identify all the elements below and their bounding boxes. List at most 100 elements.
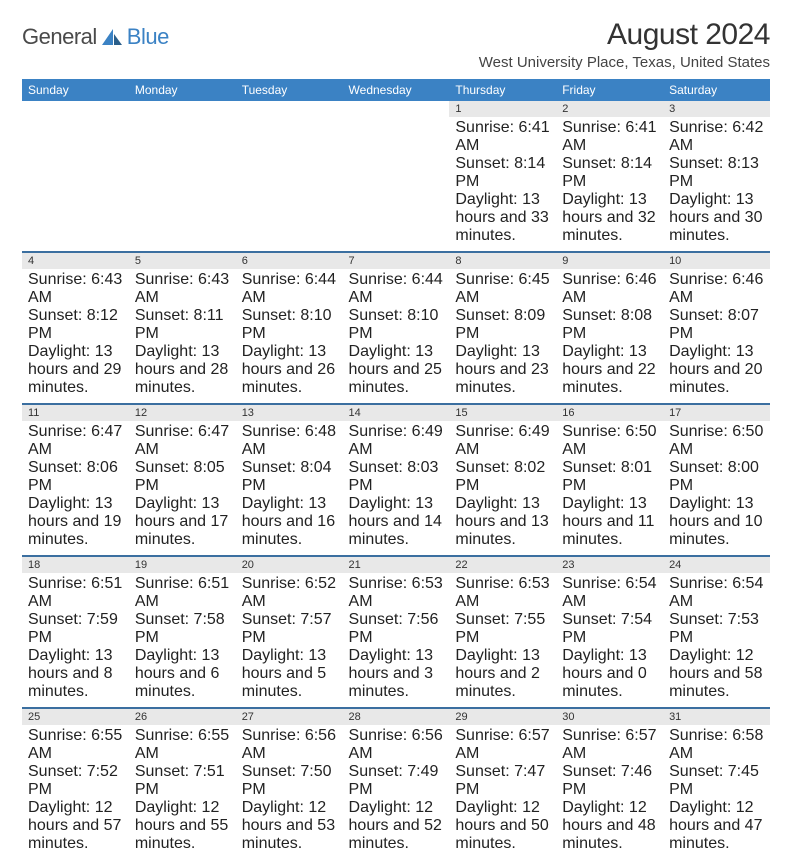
day-number: 30	[556, 708, 663, 725]
day-number: 28	[343, 708, 450, 725]
daylight-text: Daylight: 13 hours and 6 minutes.	[135, 647, 230, 701]
sunset-text: Sunset: 7:47 PM	[455, 763, 550, 799]
day-number: 2	[556, 101, 663, 117]
day-number: 23	[556, 556, 663, 573]
day-cell	[129, 117, 236, 252]
sunset-text: Sunset: 8:10 PM	[242, 307, 337, 343]
day-cell: Sunrise: 6:51 AMSunset: 7:58 PMDaylight:…	[129, 573, 236, 708]
day-number: 15	[449, 404, 556, 421]
day-number-row: 11121314151617	[22, 404, 770, 421]
sunrise-text: Sunrise: 6:54 AM	[562, 575, 657, 611]
day-number: 18	[22, 556, 129, 573]
daylight-text: Daylight: 13 hours and 16 minutes.	[242, 495, 337, 549]
header: General Blue August 2024 West University…	[22, 18, 770, 71]
logo: General Blue	[22, 18, 169, 50]
day-header-row: Sunday Monday Tuesday Wednesday Thursday…	[22, 79, 770, 101]
daylight-text: Daylight: 13 hours and 23 minutes.	[455, 343, 550, 397]
location: West University Place, Texas, United Sta…	[479, 54, 770, 71]
title-block: August 2024 West University Place, Texas…	[479, 18, 770, 71]
sunrise-text: Sunrise: 6:46 AM	[669, 271, 764, 307]
sunset-text: Sunset: 7:56 PM	[349, 611, 444, 647]
daylight-text: Daylight: 13 hours and 13 minutes.	[455, 495, 550, 549]
calendar-table: Sunday Monday Tuesday Wednesday Thursday…	[22, 79, 770, 859]
day-cell: Sunrise: 6:49 AMSunset: 8:02 PMDaylight:…	[449, 421, 556, 556]
day-cell: Sunrise: 6:42 AMSunset: 8:13 PMDaylight:…	[663, 117, 770, 252]
sunset-text: Sunset: 8:06 PM	[28, 459, 123, 495]
daylight-text: Daylight: 13 hours and 2 minutes.	[455, 647, 550, 701]
day-cell: Sunrise: 6:44 AMSunset: 8:10 PMDaylight:…	[236, 269, 343, 404]
day-cell: Sunrise: 6:41 AMSunset: 8:14 PMDaylight:…	[449, 117, 556, 252]
sunrise-text: Sunrise: 6:47 AM	[135, 423, 230, 459]
daylight-text: Daylight: 12 hours and 48 minutes.	[562, 799, 657, 853]
day-cell: Sunrise: 6:50 AMSunset: 8:00 PMDaylight:…	[663, 421, 770, 556]
day-number	[129, 101, 236, 117]
daylight-text: Daylight: 13 hours and 20 minutes.	[669, 343, 764, 397]
sunrise-text: Sunrise: 6:44 AM	[242, 271, 337, 307]
sunset-text: Sunset: 8:14 PM	[455, 155, 550, 191]
daylight-text: Daylight: 12 hours and 57 minutes.	[28, 799, 123, 853]
day-content-row: Sunrise: 6:47 AMSunset: 8:06 PMDaylight:…	[22, 421, 770, 556]
day-number: 25	[22, 708, 129, 725]
day-cell: Sunrise: 6:44 AMSunset: 8:10 PMDaylight:…	[343, 269, 450, 404]
sunset-text: Sunset: 7:59 PM	[28, 611, 123, 647]
sunrise-text: Sunrise: 6:56 AM	[349, 727, 444, 763]
daylight-text: Daylight: 12 hours and 55 minutes.	[135, 799, 230, 853]
sunset-text: Sunset: 7:58 PM	[135, 611, 230, 647]
sunset-text: Sunset: 7:57 PM	[242, 611, 337, 647]
day-number: 8	[449, 252, 556, 269]
sunset-text: Sunset: 7:55 PM	[455, 611, 550, 647]
month-title: August 2024	[479, 18, 770, 52]
day-number: 7	[343, 252, 450, 269]
day-number: 22	[449, 556, 556, 573]
sunrise-text: Sunrise: 6:52 AM	[242, 575, 337, 611]
sunrise-text: Sunrise: 6:55 AM	[28, 727, 123, 763]
day-content-row: Sunrise: 6:51 AMSunset: 7:59 PMDaylight:…	[22, 573, 770, 708]
day-header: Monday	[129, 79, 236, 101]
daylight-text: Daylight: 13 hours and 19 minutes.	[28, 495, 123, 549]
sunrise-text: Sunrise: 6:58 AM	[669, 727, 764, 763]
sunset-text: Sunset: 7:54 PM	[562, 611, 657, 647]
sunrise-text: Sunrise: 6:50 AM	[562, 423, 657, 459]
daylight-text: Daylight: 13 hours and 5 minutes.	[242, 647, 337, 701]
daylight-text: Daylight: 13 hours and 25 minutes.	[349, 343, 444, 397]
day-cell: Sunrise: 6:49 AMSunset: 8:03 PMDaylight:…	[343, 421, 450, 556]
sunset-text: Sunset: 8:04 PM	[242, 459, 337, 495]
sunset-text: Sunset: 8:07 PM	[669, 307, 764, 343]
day-header: Friday	[556, 79, 663, 101]
day-cell	[22, 117, 129, 252]
sunrise-text: Sunrise: 6:50 AM	[669, 423, 764, 459]
sunset-text: Sunset: 8:12 PM	[28, 307, 123, 343]
sunrise-text: Sunrise: 6:49 AM	[349, 423, 444, 459]
sunrise-text: Sunrise: 6:49 AM	[455, 423, 550, 459]
sunset-text: Sunset: 8:00 PM	[669, 459, 764, 495]
day-cell: Sunrise: 6:47 AMSunset: 8:06 PMDaylight:…	[22, 421, 129, 556]
day-cell: Sunrise: 6:46 AMSunset: 8:07 PMDaylight:…	[663, 269, 770, 404]
sunset-text: Sunset: 8:10 PM	[349, 307, 444, 343]
sunrise-text: Sunrise: 6:43 AM	[135, 271, 230, 307]
day-cell: Sunrise: 6:52 AMSunset: 7:57 PMDaylight:…	[236, 573, 343, 708]
day-cell: Sunrise: 6:41 AMSunset: 8:14 PMDaylight:…	[556, 117, 663, 252]
day-number: 26	[129, 708, 236, 725]
day-cell: Sunrise: 6:54 AMSunset: 7:53 PMDaylight:…	[663, 573, 770, 708]
daylight-text: Daylight: 12 hours and 52 minutes.	[349, 799, 444, 853]
logo-text-blue: Blue	[127, 24, 169, 50]
sunset-text: Sunset: 8:09 PM	[455, 307, 550, 343]
daylight-text: Daylight: 13 hours and 26 minutes.	[242, 343, 337, 397]
daylight-text: Daylight: 13 hours and 33 minutes.	[455, 191, 550, 245]
daylight-text: Daylight: 12 hours and 50 minutes.	[455, 799, 550, 853]
day-number: 3	[663, 101, 770, 117]
sunset-text: Sunset: 8:05 PM	[135, 459, 230, 495]
daylight-text: Daylight: 13 hours and 29 minutes.	[28, 343, 123, 397]
day-number: 29	[449, 708, 556, 725]
day-cell: Sunrise: 6:51 AMSunset: 7:59 PMDaylight:…	[22, 573, 129, 708]
day-cell: Sunrise: 6:55 AMSunset: 7:51 PMDaylight:…	[129, 725, 236, 859]
day-number: 20	[236, 556, 343, 573]
day-content-row: Sunrise: 6:41 AMSunset: 8:14 PMDaylight:…	[22, 117, 770, 252]
daylight-text: Daylight: 12 hours and 53 minutes.	[242, 799, 337, 853]
sunset-text: Sunset: 7:49 PM	[349, 763, 444, 799]
sunrise-text: Sunrise: 6:45 AM	[455, 271, 550, 307]
day-number: 31	[663, 708, 770, 725]
day-cell: Sunrise: 6:48 AMSunset: 8:04 PMDaylight:…	[236, 421, 343, 556]
day-cell: Sunrise: 6:55 AMSunset: 7:52 PMDaylight:…	[22, 725, 129, 859]
sunset-text: Sunset: 7:52 PM	[28, 763, 123, 799]
